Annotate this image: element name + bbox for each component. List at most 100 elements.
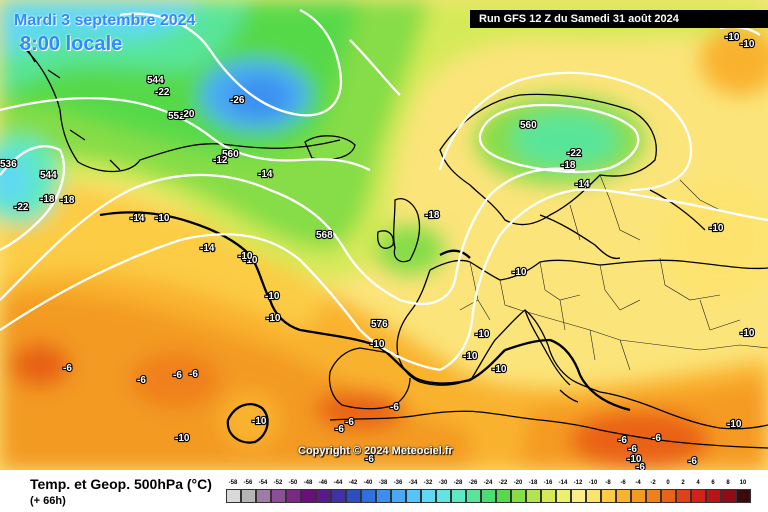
- scale-label: -4: [635, 480, 641, 486]
- geopotential-isohypses: [0, 8, 768, 372]
- temperature-label: -14: [575, 179, 590, 190]
- scale-swatch: [661, 489, 676, 503]
- geopotential-label: 536: [0, 159, 17, 170]
- scale-swatch: [511, 489, 526, 503]
- map-labels: 544552560568576536544560-22-26-20-12-14-…: [0, 31, 756, 470]
- temperature-label: -10: [265, 291, 280, 302]
- scale-swatch: [316, 489, 331, 503]
- scale-swatch: [586, 489, 601, 503]
- temperature-label: -6: [652, 433, 661, 444]
- scale-label: 10: [739, 480, 747, 486]
- temperature-label: -18: [60, 195, 75, 206]
- scale-label: -28: [453, 480, 463, 486]
- scale-label: 0: [666, 480, 670, 486]
- temperature-label: -10: [155, 213, 170, 224]
- scale-label: -18: [528, 480, 538, 486]
- geopotential-label: 544: [147, 75, 164, 86]
- scale-swatch: [601, 489, 616, 503]
- scale-label: -52: [273, 480, 283, 486]
- temperature-label: -6: [173, 370, 182, 381]
- scale-label: -14: [558, 480, 568, 486]
- temperature-label: -6: [628, 444, 637, 455]
- scale-label: -32: [423, 480, 433, 486]
- temperature-label: -14: [130, 213, 145, 224]
- temperature-label: -10: [175, 433, 190, 444]
- scale-label: -20: [513, 480, 523, 486]
- relief-contours: [99, 211, 631, 444]
- scale-label: -58: [228, 480, 238, 486]
- scale-label: -56: [243, 480, 253, 486]
- temperature-label: -10: [475, 329, 490, 340]
- temperature-label: -10: [266, 313, 281, 324]
- temperature-label: -10: [512, 267, 527, 278]
- scale-swatch: [451, 489, 466, 503]
- scale-swatch: [736, 489, 751, 503]
- temperature-label: -6: [618, 435, 627, 446]
- scale-label: -40: [363, 480, 373, 486]
- coastlines: [19, 44, 768, 449]
- scale-swatch: [241, 489, 256, 503]
- scale-swatch: [271, 489, 286, 503]
- scale-swatch: [556, 489, 571, 503]
- temperature-label: -20: [180, 109, 195, 120]
- temperature-label: -6: [335, 424, 344, 435]
- scale-swatch: [721, 489, 736, 503]
- temperature-label: -6: [189, 369, 198, 380]
- scale-swatch: [406, 489, 421, 503]
- temperature-label: -10: [740, 328, 755, 339]
- temperature-label: -10: [627, 454, 642, 465]
- model-run-banner: Run GFS 12 Z du Samedi 31 août 2024: [470, 10, 768, 28]
- map-panel: 544 552 560 568 576 536 544 560 -22 -26 -20 -12 -14-…: [0, 0, 768, 470]
- scale-swatch: [376, 489, 391, 503]
- temperature-label: -10: [740, 39, 755, 50]
- temperature-label: -14: [258, 169, 273, 180]
- scale-label: -36: [393, 480, 403, 486]
- geopotential-label: 544: [40, 170, 57, 181]
- geopotential-label: 560: [222, 149, 239, 160]
- temperature-label: -10: [252, 416, 267, 427]
- temperature-label: -6: [390, 402, 399, 413]
- scale-label: -54: [258, 480, 268, 486]
- scale-label: -48: [303, 480, 313, 486]
- scale-label: 8: [726, 480, 730, 486]
- temperature-map: 544552560568576536544560-22-26-20-12-14-…: [0, 0, 768, 470]
- scale-label: 2: [681, 480, 685, 486]
- scale-label: 4: [696, 480, 700, 486]
- scale-label: -12: [573, 480, 583, 486]
- temperature-label: -12: [213, 155, 228, 166]
- scale-swatch: [361, 489, 376, 503]
- scale-label: -26: [468, 480, 478, 486]
- lead-time-label: (+ 66h): [30, 495, 66, 507]
- scale-swatch: [646, 489, 661, 503]
- legend-footer: Temp. et Geop. 500hPa (°C) (+ 66h) -58 -5…: [0, 470, 768, 512]
- geopotential-label: 568: [316, 230, 333, 241]
- scale-label: 6: [711, 480, 715, 486]
- scale-swatch: [706, 489, 721, 503]
- temperature-label: -10: [725, 32, 740, 43]
- temperature-label: -6: [137, 375, 146, 386]
- geopotential-label: 560: [520, 120, 537, 131]
- temperature-label: -22: [155, 87, 170, 98]
- forecast-time-title: 8:00 locale: [20, 33, 123, 55]
- scale-swatch: [526, 489, 541, 503]
- scale-label: -34: [408, 480, 418, 486]
- temperature-label: -26: [230, 95, 245, 106]
- temperature-label: -22: [567, 148, 582, 159]
- temperature-label: -18: [40, 194, 55, 205]
- temperature-label: -6: [365, 454, 374, 465]
- scale-label: -38: [378, 480, 388, 486]
- temperature-label: -10: [727, 419, 742, 430]
- scale-label: -44: [333, 480, 343, 486]
- scale-swatch: [391, 489, 406, 503]
- temperature-label: -10: [370, 339, 385, 350]
- scale-swatch: [496, 489, 511, 503]
- temperature-label: -6: [345, 417, 354, 428]
- scale-swatch: [691, 489, 706, 503]
- scale-label: -6: [620, 480, 626, 486]
- temperature-label: -10: [492, 364, 507, 375]
- scale-label: -30: [438, 480, 448, 486]
- scale-label: -8: [605, 480, 611, 486]
- variable-title: Temp. et Geop. 500hPa (°C): [30, 476, 212, 492]
- temperature-label: -10: [243, 255, 258, 266]
